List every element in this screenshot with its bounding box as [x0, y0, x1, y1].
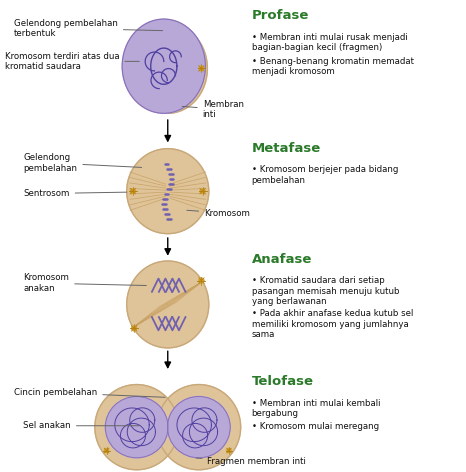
Ellipse shape [130, 189, 135, 194]
Text: • Kromatid saudara dari setiap
pasangan memisah menuju kutub
yang berlawanan: • Kromatid saudara dari setiap pasangan … [252, 276, 399, 306]
Text: • Kromosom berjejer pada bidang
pembelahan: • Kromosom berjejer pada bidang pembelah… [252, 165, 398, 185]
Ellipse shape [199, 66, 204, 71]
Text: Kromosom: Kromosom [187, 209, 250, 218]
Ellipse shape [127, 261, 209, 348]
Text: Profase: Profase [252, 9, 309, 23]
Text: • Pada akhir anafase kedua kutub sel
memiliki kromosom yang jumlahnya
sama: • Pada akhir anafase kedua kutub sel mem… [252, 309, 413, 339]
Text: Anafase: Anafase [252, 253, 312, 266]
Ellipse shape [200, 189, 205, 194]
Ellipse shape [128, 24, 207, 113]
Text: Membran
inti: Membran inti [182, 100, 244, 119]
Text: • Kromosom mulai meregang: • Kromosom mulai meregang [252, 422, 379, 431]
Ellipse shape [104, 448, 109, 453]
Ellipse shape [199, 278, 204, 283]
Ellipse shape [95, 385, 178, 470]
Ellipse shape [157, 385, 240, 470]
Text: Sel anakan: Sel anakan [23, 421, 139, 430]
Text: • Membran inti mulai kembali
bergabung: • Membran inti mulai kembali bergabung [252, 399, 380, 418]
Text: Kromosom
anakan: Kromosom anakan [23, 273, 146, 293]
Ellipse shape [105, 396, 168, 458]
Ellipse shape [122, 19, 206, 113]
Text: Sentrosom: Sentrosom [23, 189, 127, 198]
Text: • Membran inti mulai rusak menjadi
bagian-bagian kecil (fragmen): • Membran inti mulai rusak menjadi bagia… [252, 33, 407, 52]
Text: Telofase: Telofase [252, 375, 314, 388]
Text: • Benang-benang kromatin memadat
menjadi kromosom: • Benang-benang kromatin memadat menjadi… [252, 57, 414, 76]
Ellipse shape [132, 326, 137, 331]
Ellipse shape [227, 448, 231, 453]
Text: Kromosom terdiri atas dua
kromatid saudara: Kromosom terdiri atas dua kromatid sauda… [5, 51, 139, 71]
Text: Gelendong pembelahan
terbentuk: Gelendong pembelahan terbentuk [14, 18, 163, 38]
Ellipse shape [127, 149, 209, 234]
Text: Gelendong
pembelahan: Gelendong pembelahan [23, 153, 142, 173]
Text: Metafase: Metafase [252, 142, 321, 155]
Text: Cincin pembelahan: Cincin pembelahan [14, 388, 165, 397]
Text: Fragmen membran inti: Fragmen membran inti [196, 457, 306, 466]
Ellipse shape [167, 396, 230, 458]
